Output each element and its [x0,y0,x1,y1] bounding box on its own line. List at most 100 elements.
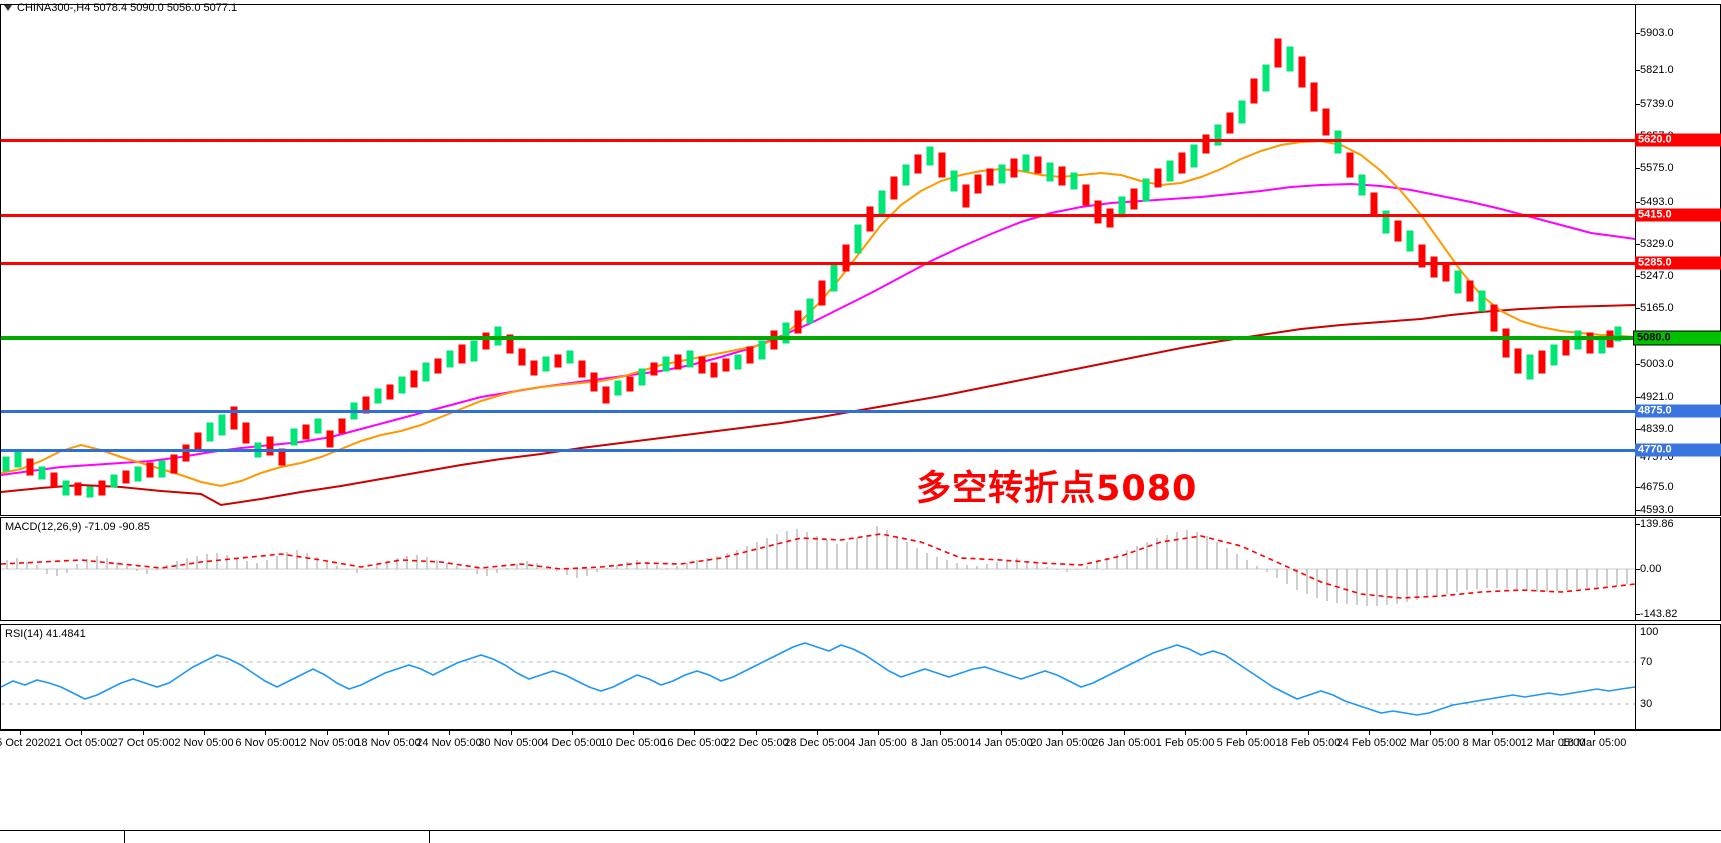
time-axis-tick [511,731,512,735]
time-axis-label: 26 Jan 05:00 [1092,737,1156,749]
level-tag-5620: 5620.0 [1635,133,1721,147]
time-axis-tick [940,731,941,735]
time-axis-ticks [0,731,1634,736]
time-axis-tick [143,731,144,735]
time-axis-tick [1124,731,1125,735]
time-axis-label: 8 Jan 05:00 [911,737,969,749]
rsi-panel: RSI(14) 41.4841 100 70 30 [0,624,1721,730]
time-axis-tick [572,731,573,735]
price-plot-area[interactable]: 多空转折点5080 [1,5,1635,515]
macd-series-svg [1,526,1635,606]
rsi-axis-label: 100 [1640,626,1659,638]
bottom-strip-segment-2 [124,831,430,843]
macd-signal-line [1,533,1635,599]
macd-axis-label: -143.82 [1640,608,1678,620]
level-tag-4770: 4770.0 [1635,443,1721,457]
level-line-5080 [1,336,1635,340]
time-axis-tick [756,731,757,735]
time-axis-tick [1246,731,1247,735]
chart-symbol-label: CHINA300-,H4 5078.4 5090.0 5056.0 5077.1 [17,2,238,14]
price-axis: 5903.0 5821.0 5739.0 5657.0 5575.0 5493.… [1633,5,1721,516]
price-axis-label: 4675.0 [1640,481,1674,493]
time-axis-label: 18 Feb 05:00 [1275,737,1341,749]
time-axis-label: 10 Dec 05:00 [600,737,666,749]
price-axis-label: 5003.0 [1640,358,1674,370]
time-axis-tick [449,731,450,735]
rsi-axis-label: 70 [1640,656,1653,668]
time-axis-label: 6 Nov 05:00 [235,737,295,749]
time-axis-tick [1062,731,1063,735]
time-axis-tick [1308,731,1309,735]
time-axis-label: 2 Mar 05:00 [1400,737,1460,749]
price-axis-label: 5575.0 [1640,162,1674,174]
ma-mid-magenta-line [1,182,1635,476]
level-line-5415 [1,214,1635,217]
time-axis-label: 2 Nov 05:00 [174,737,234,749]
time-axis-tick [817,731,818,735]
price-axis-label: 5165.0 [1640,302,1674,314]
time-axis-label: 21 Oct 05:00 [49,737,113,749]
time-axis-tick [1369,731,1370,735]
time-axis-label: 5 Feb 05:00 [1216,737,1276,749]
price-axis-label: 5821.0 [1640,64,1674,76]
time-axis-label: 18 Nov 05:00 [355,737,421,749]
macd-caption: MACD(12,26,9) -71.09 -90.85 [5,521,150,533]
time-axis-label: 30 Nov 05:00 [478,737,544,749]
candlestick-series-svg [2,38,1622,498]
time-axis-label: 1 Feb 05:00 [1155,737,1215,749]
time-axis-tick [204,731,205,735]
price-axis-label: 4593.0 [1640,504,1674,516]
macd-axis: 139.86 0.00 -143.82 [1635,518,1721,620]
rsi-axis-label: 30 [1640,698,1653,710]
price-panel: 多空转折点5080 5903.0 5821.0 5739.0 5657.0 55… [0,4,1721,516]
time-axis-label: 15 Oct 2020 [0,737,50,749]
price-axis-label: 4757.0 [1640,451,1674,463]
bottom-status-strip [0,830,1721,843]
level-line-5620 [1,139,1635,142]
macd-axis-label: 0.00 [1640,563,1662,575]
rsi-line [1,642,1635,716]
time-axis-label: 27 Oct 05:00 [111,737,175,749]
time-axis-tick [1001,731,1002,735]
macd-histogram [6,526,1628,606]
bottom-strip-segment-1 [0,831,125,843]
time-axis-label: 28 Dec 05:00 [784,737,850,749]
time-axis-tick [1185,731,1186,735]
price-axis-label: 4921.0 [1640,391,1674,403]
rsi-series-svg [1,642,1635,716]
level-line-4875 [1,410,1635,413]
macd-axis-label: 139.86 [1640,518,1674,530]
rsi-axis: 100 70 30 [1635,625,1721,729]
price-axis-label: 5247.0 [1640,270,1674,282]
time-axis-label: 4 Dec 05:00 [542,737,602,749]
time-axis-label: 8 Mar 05:00 [1462,737,1522,749]
time-axis-tick [1553,731,1554,735]
level-line-5285 [1,262,1635,265]
macd-plot-area[interactable] [1,518,1635,620]
time-axis-label: 22 Dec 05:00 [723,737,789,749]
price-axis-label: 5493.0 [1640,196,1674,208]
time-axis-label: 12 Nov 05:00 [294,737,360,749]
time-axis-tick [694,731,695,735]
rsi-plot-area[interactable] [1,625,1635,729]
time-axis-tick [388,731,389,735]
caret-down-icon[interactable] [4,5,12,11]
level-tag-5285: 5285.0 [1635,256,1721,270]
time-axis-label: 24 Nov 05:00 [416,737,482,749]
level-line-4770 [1,449,1635,452]
time-axis-label: 20 Jan 05:00 [1030,737,1094,749]
time-axis-tick [1430,731,1431,735]
chart-titlebar: CHINA300-,H4 5078.4 5090.0 5056.0 5077.1 [0,0,237,16]
level-tag-4875: 4875.0 [1635,404,1721,418]
time-axis-label: 16 Dec 05:00 [661,737,727,749]
time-axis-tick [327,731,328,735]
macd-panel: MACD(12,26,9) -71.09 -90.85 [0,517,1721,621]
rsi-caption: RSI(14) 41.4841 [5,628,86,640]
time-axis-label: 14 Jan 05:00 [969,737,1033,749]
time-axis-tick [633,731,634,735]
time-axis-tick [1594,731,1595,735]
price-axis-label: 4839.0 [1640,423,1674,435]
time-axis-tick [1492,731,1493,735]
